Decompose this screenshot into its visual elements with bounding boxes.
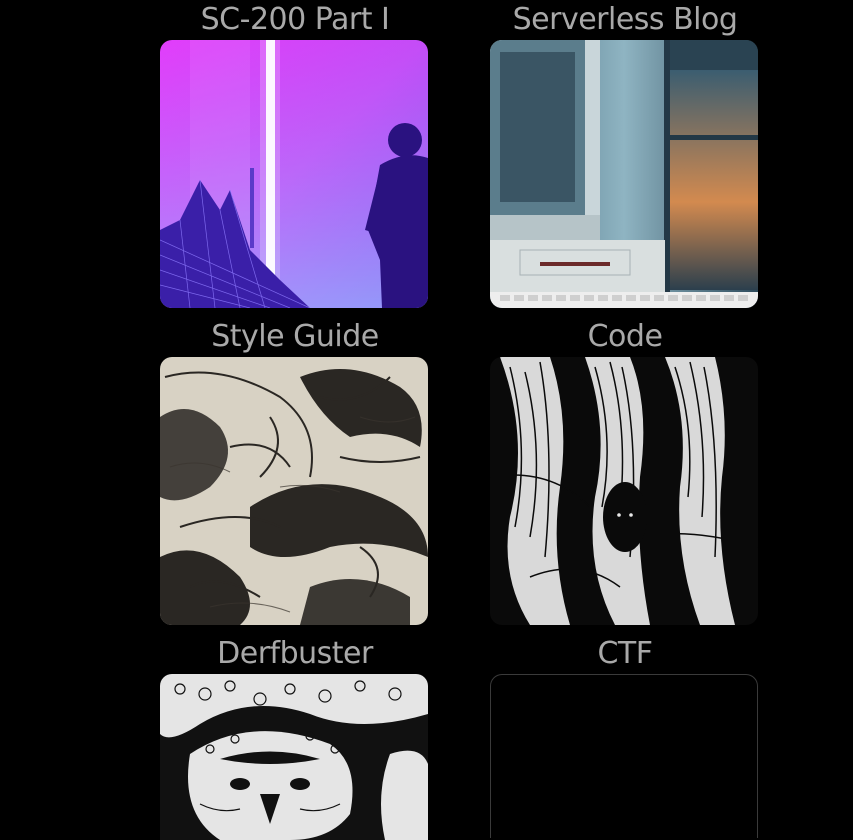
card-title-link[interactable]: Serverless Blog xyxy=(512,2,738,37)
retro-computer-image[interactable] xyxy=(490,40,758,308)
project-card: SC-200 Part I xyxy=(160,0,430,308)
ink-forest-image[interactable] xyxy=(490,357,758,625)
project-card: Derfbuster xyxy=(160,634,430,840)
card-title-link[interactable]: Code xyxy=(587,319,663,354)
project-card: CTF xyxy=(490,634,760,838)
project-card: Serverless Blog xyxy=(490,0,760,308)
card-title-link[interactable]: SC-200 Part I xyxy=(200,2,390,37)
blank-image[interactable] xyxy=(490,674,758,838)
etching-sketch-image[interactable] xyxy=(160,357,428,625)
project-card: Code xyxy=(490,317,760,625)
card-title-link[interactable]: CTF xyxy=(597,636,653,671)
card-title-link[interactable]: Style Guide xyxy=(211,319,379,354)
ink-creature-image[interactable] xyxy=(160,674,428,840)
synthwave-astronaut-image[interactable] xyxy=(160,40,428,308)
project-card: Style Guide xyxy=(160,317,430,625)
card-title-link[interactable]: Derfbuster xyxy=(217,636,373,671)
